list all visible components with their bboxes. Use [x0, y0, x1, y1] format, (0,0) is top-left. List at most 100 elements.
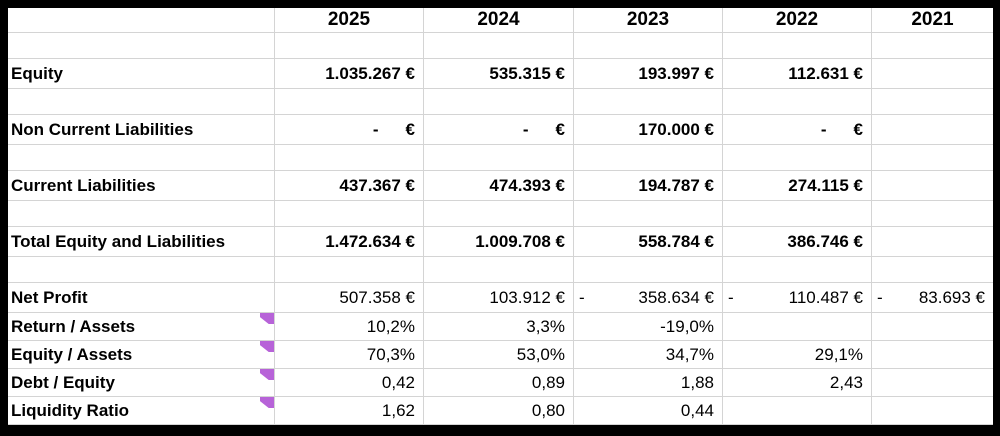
header-year-2022[interactable]: 2022 — [723, 8, 872, 33]
empty-cell[interactable] — [723, 89, 872, 115]
row-label-non-current-liabilities[interactable]: Non Current Liabilities — [8, 115, 275, 145]
empty-cell[interactable] — [872, 115, 993, 145]
comment-indicator-icon[interactable] — [260, 369, 274, 380]
comment-indicator-icon[interactable] — [260, 313, 274, 324]
cell-current-liabilities-2025[interactable]: 437.367 € — [275, 171, 424, 201]
comment-indicator-icon[interactable] — [260, 341, 274, 352]
cell-equity-2023[interactable]: 193.997 € — [574, 59, 723, 89]
empty-cell[interactable] — [574, 257, 723, 283]
cell-net-profit-2025[interactable]: 507.358 € — [275, 283, 424, 313]
accounting-dash: - — [820, 119, 827, 139]
header-year-2021[interactable]: 2021 — [872, 8, 993, 33]
row-label-equity-assets[interactable]: Equity / Assets — [8, 341, 275, 369]
row-label-debt-equity[interactable]: Debt / Equity — [8, 369, 275, 397]
cell-current-liabilities-2024[interactable]: 474.393 € — [424, 171, 574, 201]
cell-debt-equity-2025[interactable]: 0,42 — [275, 369, 424, 397]
cell-debt-equity-2023[interactable]: 1,88 — [574, 369, 723, 397]
cell-equity-2025[interactable]: 1.035.267 € — [275, 59, 424, 89]
cell-equity-assets-2022[interactable]: 29,1% — [723, 341, 872, 369]
empty-cell[interactable] — [872, 33, 993, 59]
empty-cell[interactable] — [723, 257, 872, 283]
accounting-dash: - — [372, 119, 379, 139]
cell-non-current-liabilities-2022[interactable]: - € — [723, 115, 872, 145]
empty-cell[interactable] — [424, 201, 574, 227]
empty-cell[interactable] — [8, 145, 275, 171]
empty-cell[interactable] — [872, 369, 993, 397]
row-label-current-liabilities[interactable]: Current Liabilities — [8, 171, 275, 201]
empty-cell[interactable] — [723, 313, 872, 341]
header-year-2024[interactable]: 2024 — [424, 8, 574, 33]
empty-cell[interactable] — [574, 89, 723, 115]
empty-cell[interactable] — [8, 33, 275, 59]
currency-symbol: € — [405, 119, 415, 139]
header-corner-cell[interactable] — [8, 8, 275, 33]
empty-cell[interactable] — [275, 33, 424, 59]
cell-net-profit-2023[interactable]: - 358.634 € — [574, 283, 723, 313]
header-year-2023[interactable]: 2023 — [574, 8, 723, 33]
cell-total-equity-and-liabilities-2022[interactable]: 386.746 € — [723, 227, 872, 257]
cell-equity-assets-2023[interactable]: 34,7% — [574, 341, 723, 369]
empty-cell[interactable] — [275, 145, 424, 171]
spacer-row — [8, 257, 993, 283]
empty-cell[interactable] — [723, 145, 872, 171]
cell-current-liabilities-2022[interactable]: 274.115 € — [723, 171, 872, 201]
cell-equity-2022[interactable]: 112.631 € — [723, 59, 872, 89]
cell-net-profit-2022[interactable]: - 110.487 € — [723, 283, 872, 313]
cell-liquidity-ratio-2025[interactable]: 1,62 — [275, 397, 424, 425]
empty-cell[interactable] — [424, 145, 574, 171]
cell-equity-assets-2025[interactable]: 70,3% — [275, 341, 424, 369]
cell-return-assets-2023[interactable]: -19,0% — [574, 313, 723, 341]
cell-non-current-liabilities-2025[interactable]: - € — [275, 115, 424, 145]
row-label-text: Equity — [11, 63, 63, 83]
empty-cell[interactable] — [8, 89, 275, 115]
empty-cell[interactable] — [872, 171, 993, 201]
cell-debt-equity-2024[interactable]: 0,89 — [424, 369, 574, 397]
empty-cell[interactable] — [872, 257, 993, 283]
empty-cell[interactable] — [872, 227, 993, 257]
empty-cell[interactable] — [872, 59, 993, 89]
empty-cell[interactable] — [872, 341, 993, 369]
cell-total-equity-and-liabilities-2025[interactable]: 1.472.634 € — [275, 227, 424, 257]
cell-non-current-liabilities-2023[interactable]: 170.000 € — [574, 115, 723, 145]
empty-cell[interactable] — [723, 33, 872, 59]
empty-cell[interactable] — [872, 145, 993, 171]
cell-equity-2024[interactable]: 535.315 € — [424, 59, 574, 89]
cell-liquidity-ratio-2023[interactable]: 0,44 — [574, 397, 723, 425]
empty-cell[interactable] — [872, 397, 993, 425]
row-label-equity[interactable]: Equity — [8, 59, 275, 89]
empty-cell[interactable] — [574, 145, 723, 171]
row-label-return-assets[interactable]: Return / Assets — [8, 313, 275, 341]
cell-net-profit-2024[interactable]: 103.912 € — [424, 283, 574, 313]
empty-cell[interactable] — [872, 89, 993, 115]
empty-cell[interactable] — [8, 257, 275, 283]
empty-cell[interactable] — [424, 257, 574, 283]
empty-cell[interactable] — [723, 201, 872, 227]
cell-total-equity-and-liabilities-2023[interactable]: 558.784 € — [574, 227, 723, 257]
cell-net-profit-2021[interactable]: - 83.693 € — [872, 283, 993, 313]
comment-indicator-icon[interactable] — [260, 397, 274, 408]
empty-cell[interactable] — [574, 33, 723, 59]
cell-return-assets-2024[interactable]: 3,3% — [424, 313, 574, 341]
row-label-total-equity-and-liabilities[interactable]: Total Equity and Liabilities — [8, 227, 275, 257]
cell-non-current-liabilities-2024[interactable]: - € — [424, 115, 574, 145]
cell-return-assets-2025[interactable]: 10,2% — [275, 313, 424, 341]
empty-cell[interactable] — [872, 313, 993, 341]
cell-current-liabilities-2023[interactable]: 194.787 € — [574, 171, 723, 201]
row-label-liquidity-ratio[interactable]: Liquidity Ratio — [8, 397, 275, 425]
cell-total-equity-and-liabilities-2024[interactable]: 1.009.708 € — [424, 227, 574, 257]
cell-liquidity-ratio-2024[interactable]: 0,80 — [424, 397, 574, 425]
empty-cell[interactable] — [275, 257, 424, 283]
empty-cell[interactable] — [424, 89, 574, 115]
empty-cell[interactable] — [8, 201, 275, 227]
cell-debt-equity-2022[interactable]: 2,43 — [723, 369, 872, 397]
empty-cell[interactable] — [275, 89, 424, 115]
empty-cell[interactable] — [723, 397, 872, 425]
empty-cell[interactable] — [574, 201, 723, 227]
cell-equity-assets-2024[interactable]: 53,0% — [424, 341, 574, 369]
table-row: Liquidity Ratio 1,62 0,80 0,44 — [8, 397, 993, 425]
empty-cell[interactable] — [872, 201, 993, 227]
header-year-2025[interactable]: 2025 — [275, 8, 424, 33]
empty-cell[interactable] — [424, 33, 574, 59]
row-label-net-profit[interactable]: Net Profit — [8, 283, 275, 313]
empty-cell[interactable] — [275, 201, 424, 227]
